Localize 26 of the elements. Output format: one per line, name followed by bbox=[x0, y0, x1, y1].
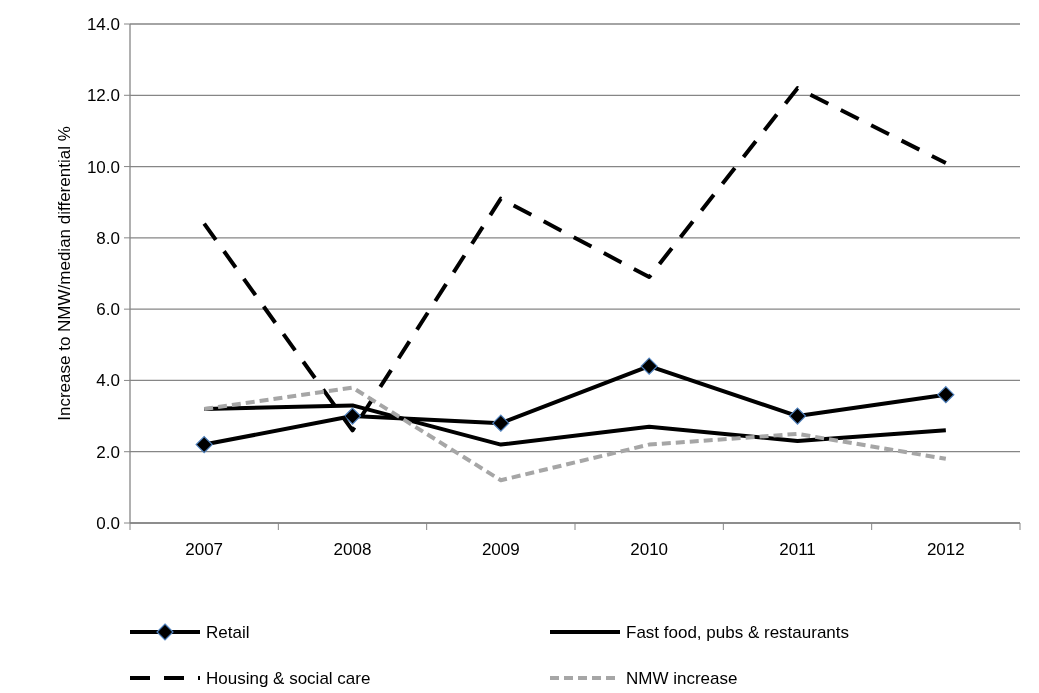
legend-label: Fast food, pubs & restaurants bbox=[626, 622, 850, 642]
y-tick-label: 8.0 bbox=[96, 228, 120, 248]
point bbox=[788, 407, 807, 425]
line-series bbox=[202, 385, 948, 483]
y-tick-label: 14.0 bbox=[86, 14, 120, 34]
y-tick-label: 6.0 bbox=[96, 300, 120, 320]
y-tick-label: 12.0 bbox=[86, 86, 120, 106]
y-tick-label: 10.0 bbox=[86, 157, 120, 177]
x-tick-label: 2008 bbox=[333, 540, 372, 559]
x-tick-label: 2012 bbox=[926, 540, 965, 559]
y-tick-label: 4.0 bbox=[96, 371, 120, 391]
y-tick-label: 0.0 bbox=[96, 513, 120, 533]
point bbox=[195, 435, 213, 454]
legend-label: Housing & social care bbox=[206, 668, 371, 688]
y-tick-label: 2.0 bbox=[96, 442, 120, 462]
x-tick-label: 2011 bbox=[779, 540, 816, 559]
x-tick-label: 2009 bbox=[481, 540, 520, 559]
point bbox=[492, 414, 510, 432]
x-tick-label: 2010 bbox=[630, 540, 669, 559]
point bbox=[343, 407, 362, 425]
point bbox=[937, 386, 955, 404]
x-tick-label: 2007 bbox=[185, 540, 224, 559]
point bbox=[640, 357, 658, 375]
legend-label: Retail bbox=[206, 622, 250, 642]
y-axis-title: Increase to NMW/median differential % bbox=[55, 126, 74, 421]
legend-label: NMW increase bbox=[626, 668, 738, 688]
